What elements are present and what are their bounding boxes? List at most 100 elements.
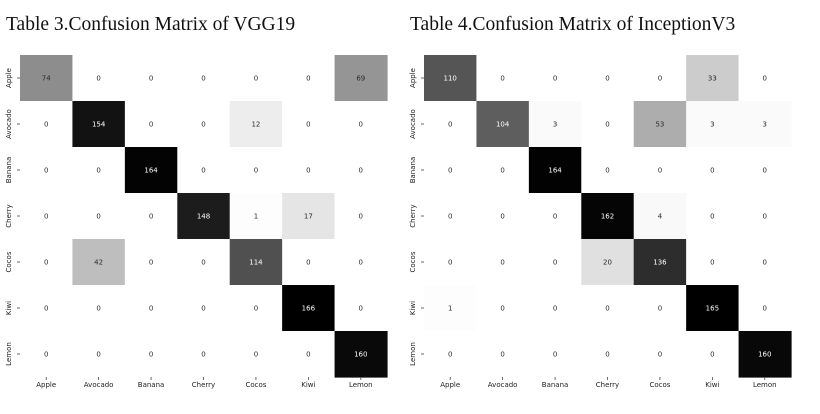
cm2-cell-label: 0	[605, 121, 609, 129]
cm2-cell-avocado-lemon	[738, 101, 792, 148]
cm1-cell-cherry-avocado	[72, 193, 126, 240]
cm1-cell-label: 148	[197, 213, 210, 221]
cm2-cell-kiwi-cocos	[633, 285, 687, 332]
cm1-cell-avocado-kiwi	[282, 101, 336, 148]
cm2-cell-label: 0	[710, 351, 714, 359]
cm1-y-tick-label: Apple	[5, 68, 13, 88]
cm1-cell-label: 0	[44, 121, 48, 129]
cm2-cell-cocos-avocado	[476, 239, 530, 286]
chart-title-inceptionv3: Table 4.Confusion Matrix of InceptionV3	[410, 14, 736, 35]
cm1-cell-label: 0	[359, 121, 363, 129]
cm1-cell-cocos-cocos	[229, 239, 283, 286]
cm1-cell-label: 0	[149, 351, 153, 359]
cm2-cell-lemon-cocos	[633, 331, 687, 378]
cm2-cell-label: 165	[706, 305, 719, 313]
cm1-cell-kiwi-banana	[124, 285, 178, 332]
cm2-cell-label: 110	[444, 75, 457, 83]
cm1-cell-cherry-cocos	[229, 193, 283, 240]
cm1-cell-label: 0	[201, 167, 205, 175]
cm1-cell-label: 0	[44, 167, 48, 175]
cm2-cell-cocos-apple	[424, 239, 478, 286]
cm2-cell-avocado-apple	[424, 101, 478, 148]
cm1-x-tick-label: Cherry	[192, 381, 215, 389]
cm2-y-tick-label: Apple	[409, 68, 417, 88]
cm2-cell-label: 0	[448, 213, 452, 221]
cm2-cell-kiwi-lemon	[738, 285, 792, 332]
cm1-cell-apple-banana	[124, 55, 178, 102]
cm2-cell-label: 160	[758, 351, 771, 359]
cm2-cell-label: 0	[500, 305, 504, 313]
cm2-cell-kiwi-kiwi	[686, 285, 740, 332]
cm1-cell-label: 42	[94, 259, 103, 267]
cm2-cell-cherry-apple	[424, 193, 478, 240]
cm1-cell-banana-kiwi	[282, 147, 336, 194]
cm2-cell-label: 0	[658, 167, 662, 175]
cm2-cell-banana-banana	[528, 147, 582, 194]
cm2-cell-apple-cocos	[633, 55, 687, 102]
cm1-cell-label: 0	[359, 167, 363, 175]
cm2-y-tick-label: Cherry	[409, 204, 417, 227]
cm1-y-tick-label: Cocos	[5, 251, 13, 272]
cm2-cell-label: 0	[658, 305, 662, 313]
cm1-cell-label: 0	[201, 121, 205, 129]
cm2-cell-label: 0	[763, 75, 767, 83]
cm2-cell-label: 0	[658, 351, 662, 359]
cm1-cell-label: 0	[149, 75, 153, 83]
cm1-cell-apple-apple	[20, 55, 74, 102]
cm2-cell-label: 33	[708, 75, 717, 83]
cm1-cell-label: 0	[96, 213, 100, 221]
cm2-cell-label: 0	[763, 259, 767, 267]
cm1-cell-avocado-lemon	[334, 101, 388, 148]
cm2-cell-kiwi-apple	[424, 285, 478, 332]
cm1-cell-apple-lemon	[334, 55, 388, 102]
cm2-cell-banana-cocos	[633, 147, 687, 194]
cm1-cell-cocos-apple	[20, 239, 74, 286]
cm2-cell-label: 0	[448, 121, 452, 129]
cm1-y-tick-label: Lemon	[5, 342, 13, 366]
cm1-cell-label: 0	[254, 167, 258, 175]
cm1-cell-kiwi-cherry	[177, 285, 231, 332]
cm2-cell-label: 104	[496, 121, 510, 129]
cm2-x-tick-label: Apple	[440, 381, 460, 389]
cm1-cell-cocos-lemon	[334, 239, 388, 286]
cm1-cell-label: 0	[306, 259, 310, 267]
cm1-cell-label: 114	[249, 259, 263, 267]
cm1-cell-label: 0	[201, 75, 205, 83]
cm1-cell-label: 0	[96, 75, 100, 83]
cm1-cell-label: 0	[254, 351, 258, 359]
cm1-cell-cherry-cherry	[177, 193, 231, 240]
cm1-cell-apple-cocos	[229, 55, 283, 102]
cm2-cell-avocado-cocos	[633, 101, 687, 148]
cm2-cell-label: 3	[710, 121, 714, 129]
cm2-cell-label: 0	[448, 259, 452, 267]
cm2-x-tick-label: Banana	[542, 381, 569, 389]
cm2-cell-lemon-kiwi	[686, 331, 740, 378]
cm1-cell-label: 0	[254, 305, 258, 313]
cm1-cell-label: 0	[254, 75, 258, 83]
cm2-cell-label: 0	[605, 167, 609, 175]
cm1-cell-banana-lemon	[334, 147, 388, 194]
cm2-cell-label: 0	[553, 213, 557, 221]
cm2-cell-cocos-lemon	[738, 239, 792, 286]
cm2-cell-avocado-cherry	[581, 101, 635, 148]
cm2-cell-apple-lemon	[738, 55, 792, 102]
cm1-cell-cocos-avocado	[72, 239, 126, 286]
cm1-cell-avocado-apple	[20, 101, 74, 148]
cm1-cell-label: 0	[149, 213, 153, 221]
cm1-cell-label: 1	[254, 213, 258, 221]
cm2-cell-label: 53	[655, 121, 664, 129]
cm2-cell-lemon-lemon	[738, 331, 792, 378]
cm2-cell-banana-kiwi	[686, 147, 740, 194]
cm2-cell-apple-apple	[424, 55, 478, 102]
cm2-cell-cocos-cherry	[581, 239, 635, 286]
cm2-cell-apple-kiwi	[686, 55, 740, 102]
cm1-cell-kiwi-apple	[20, 285, 74, 332]
cm2-cell-label: 164	[548, 167, 562, 175]
chart-title-vgg19: Table 3.Confusion Matrix of VGG19	[6, 14, 296, 35]
cm2-cell-cherry-kiwi	[686, 193, 740, 240]
cm1-cell-label: 166	[302, 305, 316, 313]
cm1-cell-label: 12	[251, 121, 260, 129]
cm1-cell-cocos-cherry	[177, 239, 231, 286]
cm2-cell-kiwi-cherry	[581, 285, 635, 332]
